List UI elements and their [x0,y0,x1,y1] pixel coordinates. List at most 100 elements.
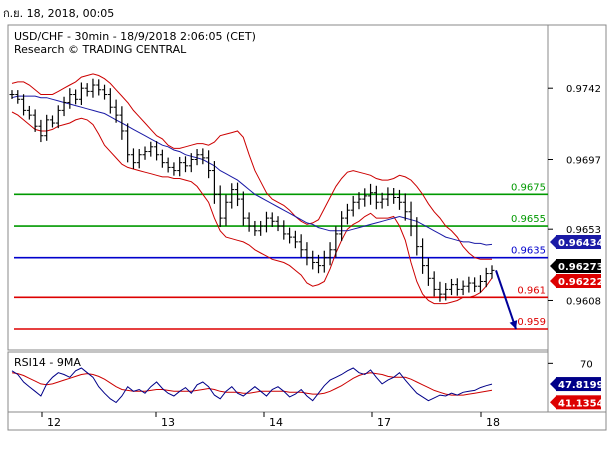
price-bar [223,194,229,226]
price-badge-pointer [550,260,556,272]
time-tick-label: 17 [377,416,391,429]
price-bar [67,88,73,109]
price-badge-label: 0.96273 [558,262,604,273]
bollinger-lower-line [11,111,493,305]
price-bar [148,141,154,157]
rsi-plot-frame [7,351,549,413]
price-bar [408,201,414,237]
price-bar [252,220,258,236]
price-bar [90,78,96,98]
price-bar [425,258,431,286]
price-badge-last-price [556,259,601,273]
price-bar [489,265,495,279]
price-tick-label: 0.9697 [566,155,601,166]
price-bar [281,220,287,240]
rsi-tick-label: 70 [580,359,593,370]
price-bar [246,212,252,232]
price-bar [73,89,79,105]
price-badge-pointer [550,275,556,287]
chart-date-time: ก.ย. 18, 2018, 00:05 [3,7,115,20]
price-bar [483,267,489,288]
price-bar [396,189,402,210]
price-bar [200,148,206,165]
price-bar [15,90,21,104]
price-bar [258,220,264,236]
main-plot-frame [7,24,549,351]
price-bar [333,226,339,258]
price-tick-label: 0.9653 [566,225,601,236]
level-label: 0.961 [517,285,546,296]
price-tick-label: 0.9608 [566,296,601,307]
price-bar [368,183,374,205]
price-bar [211,161,217,204]
price-bar [240,191,246,226]
price-badge-lower-band [556,274,601,288]
price-bar [217,185,223,227]
price-bar [287,227,293,244]
projection-arrow-head [509,320,518,329]
bollinger-upper-line [11,73,492,260]
price-bar [477,275,483,293]
rsi-ma-value-label: 41.1354 [558,398,604,409]
price-bar [310,250,316,270]
price-axis [547,24,607,413]
price-bar [391,188,397,204]
price-bar [194,149,200,166]
price-bar [177,156,183,177]
price-bar [298,234,304,258]
price-bar [32,109,38,132]
rsi-line [11,367,493,404]
rsi-ma-badge-pointer [550,396,556,409]
price-bar [414,217,420,256]
price-bar [235,182,241,207]
price-bar [9,90,15,99]
price-bar [402,193,408,221]
price-bar [460,280,466,296]
price-bar [206,150,212,179]
rsi-ma-badge [556,395,601,410]
level-label: 0.959 [517,317,546,328]
price-bar [316,254,322,274]
rsi-value-badge [556,377,601,392]
price-bar [119,106,125,140]
price-bar [454,278,460,296]
price-bar [26,105,32,120]
price-bar [472,277,478,292]
price-bar [420,238,426,274]
price-bar [61,96,67,117]
rsi-value-label: 47.8199 [558,380,604,391]
time-tick-label: 18 [486,416,500,429]
price-bar [142,146,148,160]
price-bar [437,281,443,302]
price-bar [373,185,379,210]
rsi-ma-line [11,372,493,396]
price-bar [292,230,298,249]
price-bar [350,195,356,217]
price-badge-moving-average [556,235,601,249]
price-bar [125,123,131,163]
price-bar [339,211,345,241]
chart-title: USD/CHF - 30min - 18/9/2018 2:06:05 (CET… [14,30,256,43]
price-bar [321,250,327,273]
price-bar [171,162,177,176]
price-bar [229,183,235,209]
price-badge-label: 0.96222 [558,277,604,288]
price-bar [362,188,368,207]
price-bar [38,119,44,143]
price-bar [327,242,333,266]
price-bar [159,149,165,168]
price-bar [44,114,50,141]
moving-average-line [11,95,493,246]
price-bar [21,94,27,116]
time-tick-label: 14 [269,416,283,429]
price-bar [130,148,136,169]
level-label: 0.9675 [511,182,546,193]
time-tick-label: 13 [161,416,175,429]
price-bar [96,79,102,96]
price-bar [443,283,449,301]
price-bar [154,141,160,161]
price-bar [49,115,55,128]
price-bar [356,192,362,210]
